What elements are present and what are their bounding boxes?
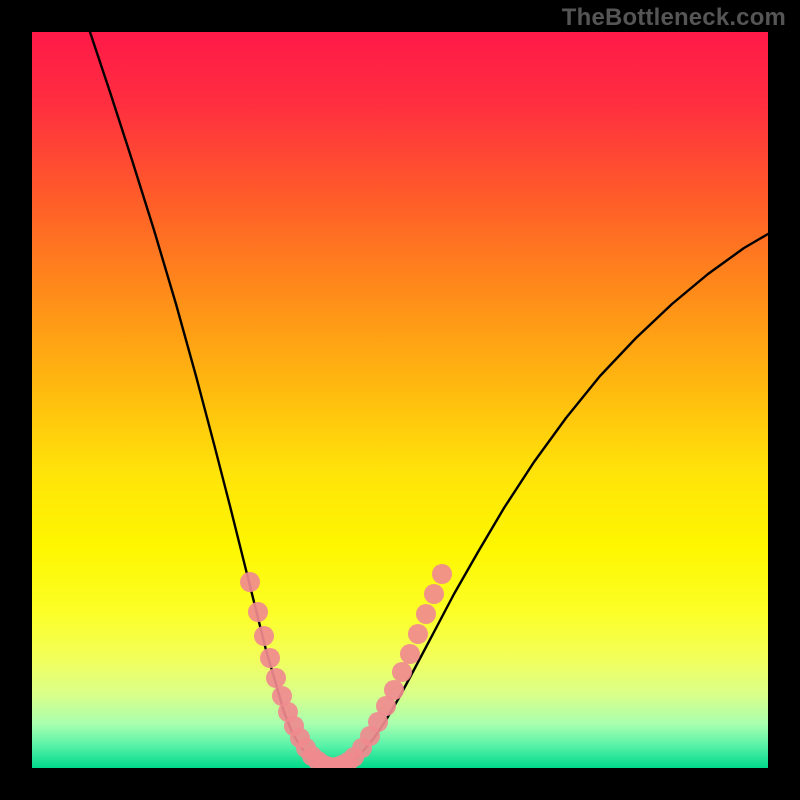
marker-series [240, 564, 452, 777]
marker-dot [254, 626, 274, 646]
marker-dot [266, 668, 286, 688]
marker-dot [248, 602, 268, 622]
marker-dot [424, 584, 444, 604]
marker-dot [408, 624, 428, 644]
marker-dot [392, 662, 412, 682]
bottleneck-curve [90, 32, 768, 767]
marker-dot [240, 572, 260, 592]
marker-dot [260, 648, 280, 668]
marker-dot [384, 680, 404, 700]
marker-dot [416, 604, 436, 624]
chart-frame: TheBottleneck.com [0, 0, 800, 800]
marker-dot [400, 644, 420, 664]
marker-dot [432, 564, 452, 584]
curve-layer [0, 0, 800, 800]
